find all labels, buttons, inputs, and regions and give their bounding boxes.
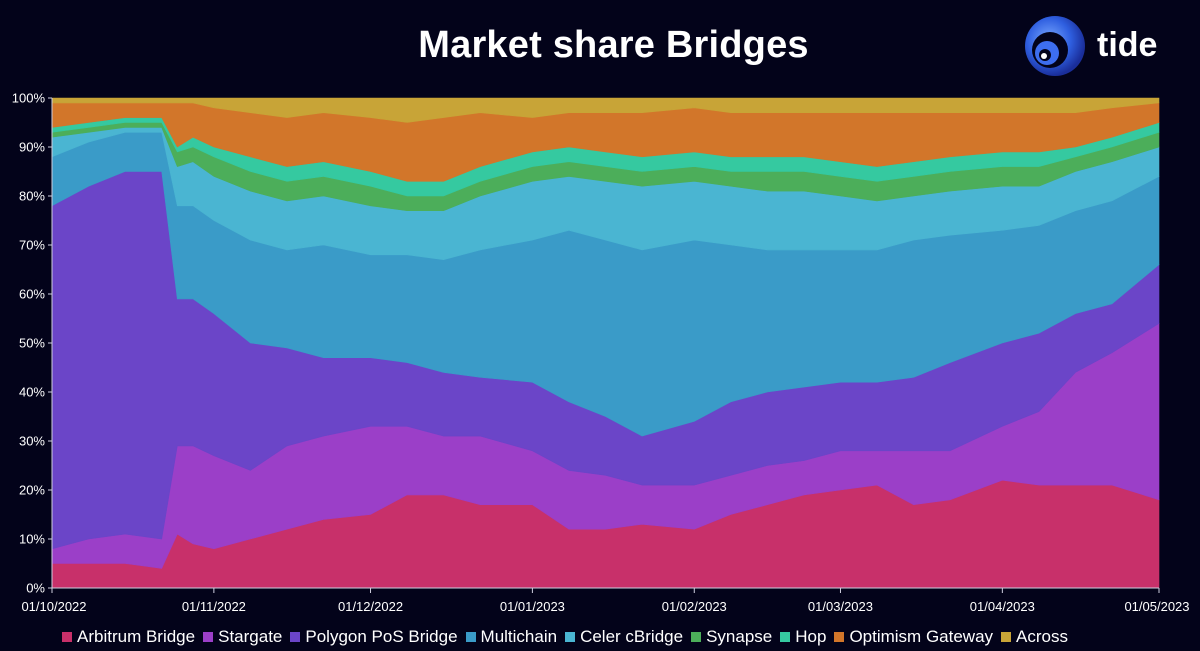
legend-item-arbitrum-bridge: Arbitrum Bridge <box>62 627 195 647</box>
legend-swatch <box>780 632 791 642</box>
x-tick-label: 01/04/2023 <box>970 599 1035 614</box>
y-tick-label: 30% <box>19 434 45 449</box>
legend-label: Celer cBridge <box>580 627 684 646</box>
x-tick-label: 01/01/2023 <box>500 599 565 614</box>
x-axis: 01/10/2022 01/11/2022 01/12/2022 01/01/2023… <box>21 587 1190 614</box>
legend-label: Synapse <box>706 627 773 646</box>
x-tick-label: 01/05/2023 <box>1124 599 1189 614</box>
x-tick-label: 01/12/2022 <box>338 599 403 614</box>
legend-label: Multichain <box>480 627 558 646</box>
chart-title: Market share Bridges <box>418 24 809 66</box>
y-tick-label: 70% <box>19 238 45 253</box>
chart-legend: Arbitrum Bridge Stargate Polygon PoS Bridg… <box>62 626 1182 648</box>
y-tick-label: 10% <box>19 532 45 547</box>
legend-label: Optimism Gateway <box>849 627 994 646</box>
legend-label: Hop <box>795 627 827 646</box>
x-tick-label: 01/10/2022 <box>21 599 86 614</box>
legend-item-polygon-pos-bridge: Polygon PoS Bridge <box>290 627 458 647</box>
legend-item-across: Across <box>1001 627 1068 647</box>
x-tick-label: 01/02/2023 <box>662 599 727 614</box>
y-tick-label: 60% <box>19 287 45 302</box>
legend-swatch <box>465 632 476 642</box>
legend-label: Arbitrum Bridge <box>77 627 196 646</box>
legend-swatch <box>691 632 702 642</box>
legend-item-stargate: Stargate <box>203 627 282 647</box>
legend-item-synapse: Synapse <box>691 627 772 647</box>
legend-item-multichain: Multichain <box>465 627 558 647</box>
legend-swatch <box>565 632 576 642</box>
logo-text: tide <box>1097 26 1158 64</box>
y-tick-label: 80% <box>19 189 45 204</box>
y-tick-label: 50% <box>19 336 45 351</box>
legend-swatch <box>290 632 301 642</box>
legend-swatch <box>834 632 845 642</box>
y-tick-label: 0% <box>26 581 45 596</box>
area-series-group <box>51 97 1160 589</box>
y-tick-label: 40% <box>19 385 45 400</box>
legend-swatch <box>1001 632 1012 642</box>
y-tick-label: 90% <box>19 140 45 155</box>
legend-label: Stargate <box>218 627 283 646</box>
legend-swatch <box>62 632 72 642</box>
x-tick-label: 01/03/2023 <box>808 599 873 614</box>
x-tick-label: 01/11/2022 <box>182 599 246 614</box>
tide-logo-icon <box>1025 16 1085 76</box>
legend-label: Polygon PoS Bridge <box>305 627 458 646</box>
legend-item-celer-cbridge: Celer cBridge <box>565 627 683 647</box>
legend-swatch <box>203 632 214 642</box>
y-tick-label: 20% <box>19 483 45 498</box>
legend-item-hop: Hop <box>780 627 826 647</box>
legend-item-optimism-gateway: Optimism Gateway <box>834 627 993 647</box>
y-axis: 0% 10% 20% 30% 40% 50% 60% 70% 80% 90% 100% <box>12 91 53 596</box>
legend-label: Across <box>1016 627 1068 646</box>
area-across <box>51 97 1160 123</box>
y-tick-label: 100% <box>12 91 46 106</box>
